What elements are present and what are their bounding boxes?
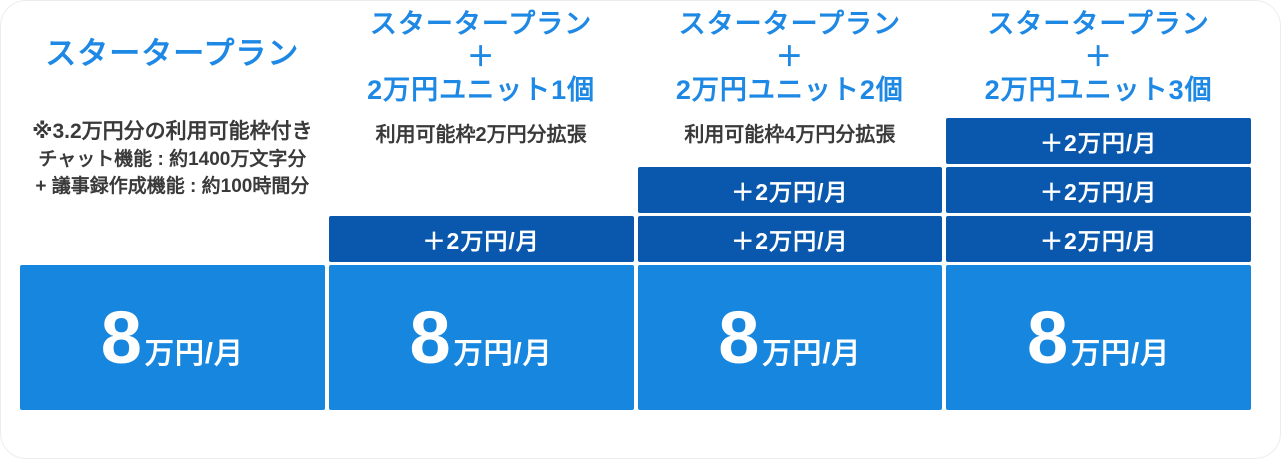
plan-title: スタータープラン <box>45 36 300 71</box>
unit-bar: ＋2万円/月 <box>328 216 634 262</box>
plan-title-plus: ＋ <box>467 42 496 72</box>
unit-bars: ＋2万円/月 <box>328 216 634 262</box>
unit-bar: ＋2万円/月 <box>946 118 1251 164</box>
price-box: 8 万円/月 <box>328 265 634 410</box>
price: 8 万円/月 <box>409 295 553 379</box>
price-amount: 8 <box>718 295 760 379</box>
price: 8 万円/月 <box>718 295 862 379</box>
price-unit: 万円/月 <box>453 337 553 370</box>
plan-column-unit3: スタータープラン ＋ 2万円ユニット3個 ＋2万円/月 ＋2万円/月 ＋2万円/… <box>946 1 1251 410</box>
unit-bar-label: ＋2万円/月 <box>1040 179 1158 205</box>
unit-bar: ＋2万円/月 <box>637 167 943 213</box>
plan-title-plus: ＋ <box>1084 42 1113 72</box>
price-box: 8 万円/月 <box>946 265 1251 410</box>
price-amount: 8 <box>100 295 142 379</box>
price-amount: 8 <box>409 295 451 379</box>
price-box: 8 万円/月 <box>20 265 325 410</box>
price-unit: 万円/月 <box>762 337 862 370</box>
plan-column-unit1: スタータープラン ＋ 2万円ユニット1個 利用可能枠2万円分拡張 ＋2万円/月 … <box>328 1 634 410</box>
plan-column-unit2: スタータープラン ＋ 2万円ユニット2個 利用可能枠4万円分拡張 ＋2万円/月 … <box>637 1 943 410</box>
plan-notes: ※3.2万円分の利用可能枠付き チャット機能 : 約1400万文字分 + 議事録… <box>20 118 325 200</box>
plan-title-line: 2万円ユニット1個 <box>367 75 596 105</box>
plan-subtitle: 利用可能枠4万円分拡張 <box>684 124 896 146</box>
plan-title-line: スタータープラン <box>987 9 1210 39</box>
plan-note: + 議事録作成機能 : 約100時間分 <box>35 176 310 197</box>
plan-header: スタータープラン ＋ 2万円ユニット2個 <box>638 1 943 107</box>
plan-header: スタータープラン ＋ 2万円ユニット3個 <box>946 1 1251 107</box>
price-amount: 8 <box>1027 295 1069 379</box>
plan-title-plus: ＋ <box>775 42 804 72</box>
plan-title-line: スタータープラン <box>678 9 902 39</box>
plan-subtitle: 利用可能枠2万円分拡張 <box>375 124 587 146</box>
unit-bar-label: ＋2万円/月 <box>1040 228 1158 254</box>
unit-bar-label: ＋2万円/月 <box>731 179 849 205</box>
price-box: 8 万円/月 <box>637 265 943 410</box>
unit-bar-label: ＋2万円/月 <box>1040 130 1158 156</box>
unit-bar-label: ＋2万円/月 <box>422 228 540 254</box>
plan-column-starter: スタータープラン ※3.2万円分の利用可能枠付き チャット機能 : 約1400万… <box>20 1 325 410</box>
price: 8 万円/月 <box>100 295 244 379</box>
unit-bar: ＋2万円/月 <box>946 216 1251 262</box>
plan-title-line: 2万円ユニット2個 <box>675 75 904 105</box>
unit-bar: ＋2万円/月 <box>637 216 943 262</box>
price-unit: 万円/月 <box>144 337 244 370</box>
plan-header: スタータープラン <box>20 1 325 107</box>
unit-bars: ＋2万円/月 ＋2万円/月 <box>637 167 943 262</box>
plan-title-line: 2万円ユニット3個 <box>984 75 1213 105</box>
plan-title-line: スタータープラン <box>369 9 593 39</box>
unit-bar: ＋2万円/月 <box>946 167 1251 213</box>
price-unit: 万円/月 <box>1071 337 1171 370</box>
plan-note: チャット機能 : 約1400万文字分 <box>38 149 307 170</box>
plan-note: ※3.2万円分の利用可能枠付き <box>32 120 313 143</box>
plan-header: スタータープラン ＋ 2万円ユニット1個 <box>329 1 634 107</box>
price: 8 万円/月 <box>1027 295 1171 379</box>
unit-bar-label: ＋2万円/月 <box>731 228 849 254</box>
unit-bars: ＋2万円/月 ＋2万円/月 ＋2万円/月 <box>946 118 1251 262</box>
